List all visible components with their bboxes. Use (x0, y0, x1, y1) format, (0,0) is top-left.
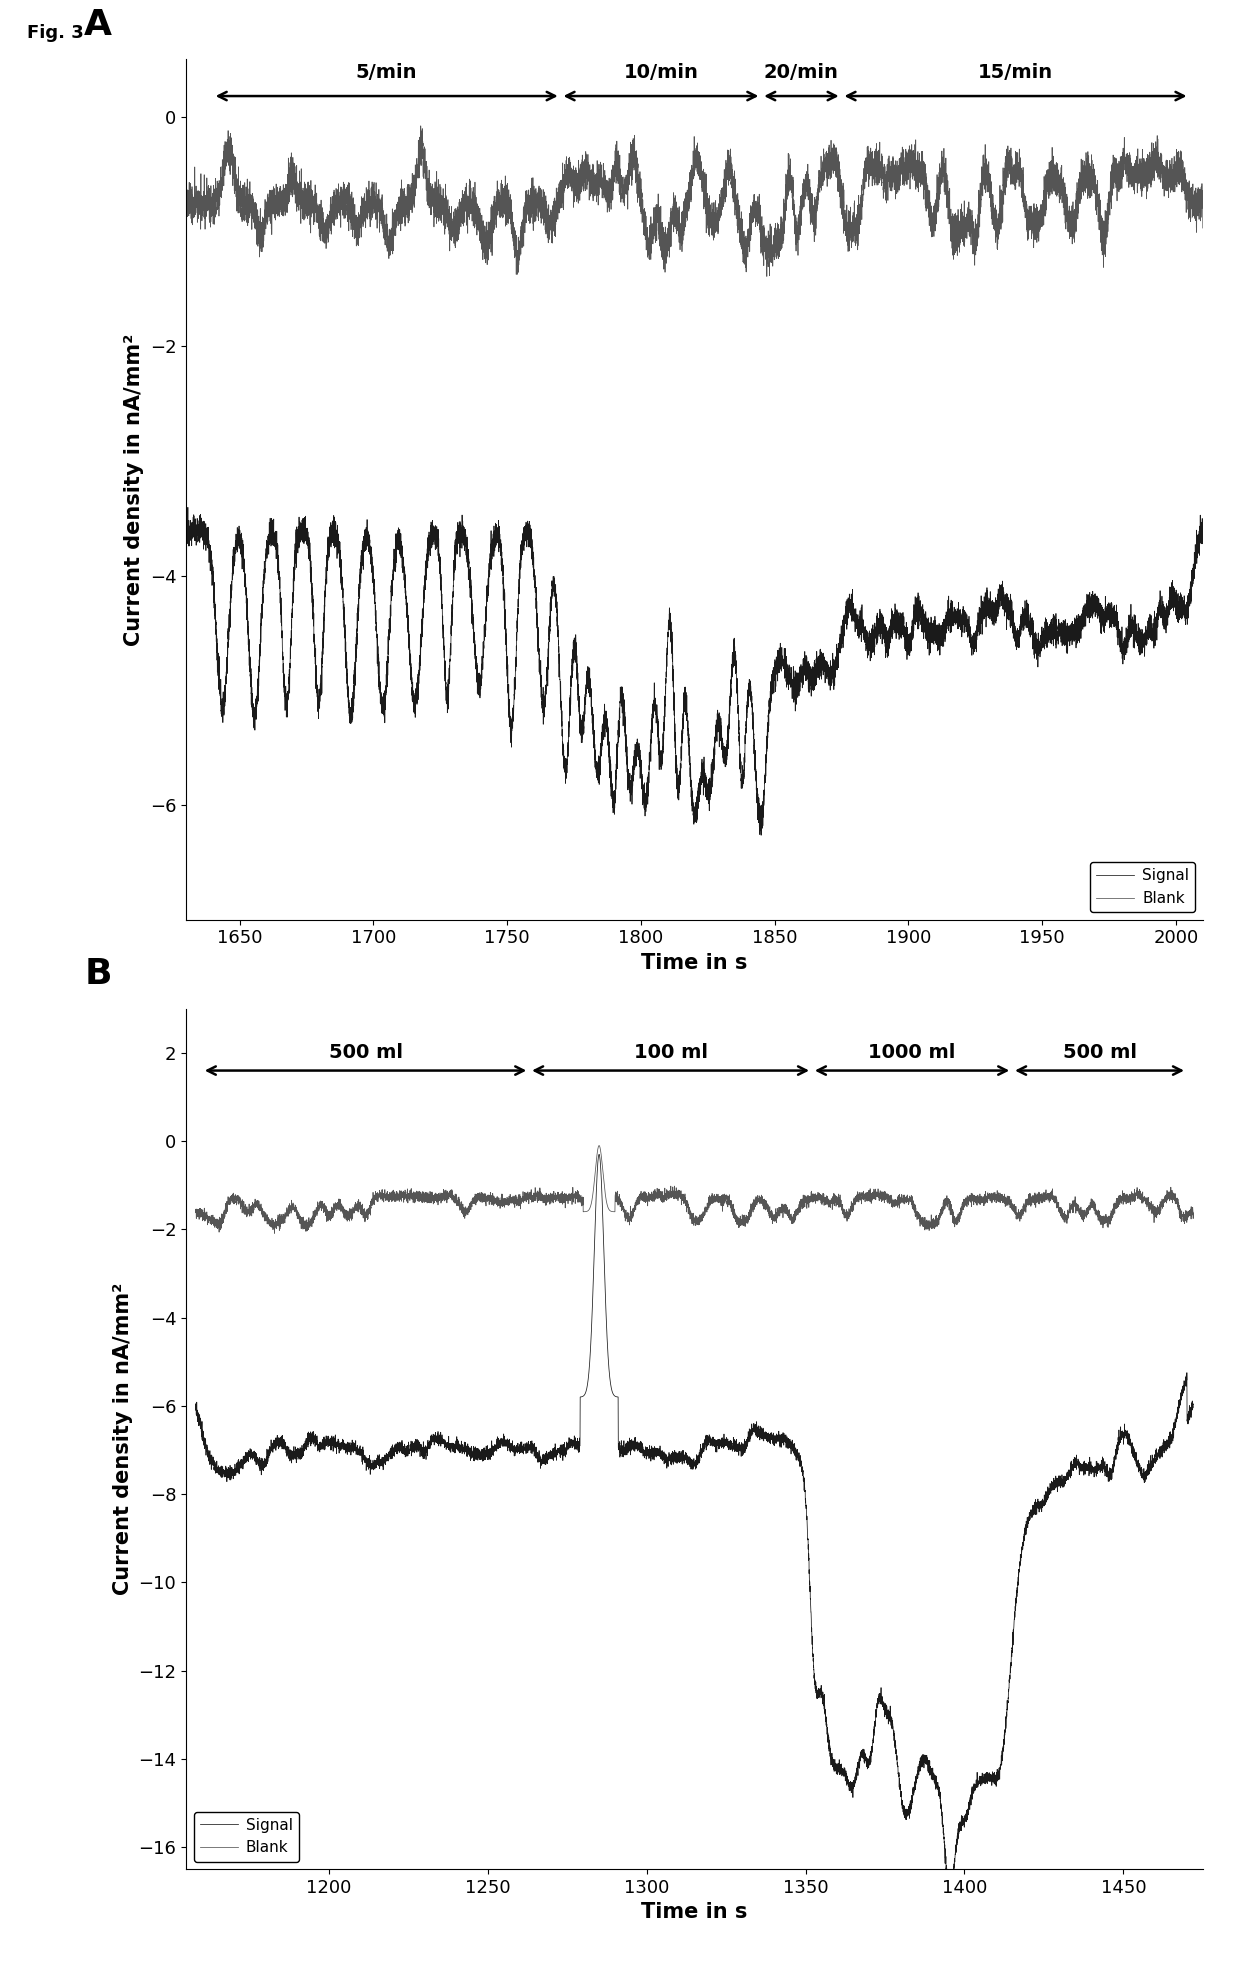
Signal (383, 1440, 398, 1464)
Legend: Signal, Blank: Signal, Blank (193, 1812, 299, 1861)
Line: Signal: Signal (186, 506, 1203, 835)
Signal (248, 1450, 263, 1474)
Line: Signal: Signal (196, 1155, 1193, 1897)
Blank (591, 1133, 606, 1157)
Line: Blank: Blank (186, 127, 1203, 277)
Signal (591, 1143, 606, 1167)
Signal (181, 494, 196, 518)
Signal (797, 659, 812, 682)
Text: 10/min: 10/min (624, 63, 698, 83)
Signal (1185, 1396, 1200, 1420)
X-axis label: Time in s: Time in s (641, 1903, 748, 1923)
Signal (714, 714, 729, 738)
Signal (676, 1446, 691, 1470)
Blank (759, 265, 774, 289)
Text: 20/min: 20/min (764, 63, 839, 83)
Blank (383, 1187, 398, 1211)
Signal (754, 823, 769, 847)
Text: Fig. 3: Fig. 3 (27, 24, 84, 42)
Blank (229, 1187, 244, 1211)
Signal (330, 534, 345, 558)
Blank (676, 1191, 691, 1214)
Signal (179, 520, 193, 544)
Blank (714, 204, 729, 227)
Blank (267, 1222, 281, 1246)
Blank (1133, 1189, 1148, 1213)
Signal (192, 1414, 207, 1438)
Legend: Signal, Blank: Signal, Blank (1090, 862, 1195, 912)
Blank (192, 1197, 207, 1220)
Blank (699, 202, 714, 225)
Blank (330, 188, 345, 212)
Blank (413, 115, 428, 138)
Signal (1195, 530, 1210, 554)
Signal (188, 1393, 203, 1416)
Signal (229, 1460, 244, 1484)
Blank (1195, 216, 1210, 239)
Text: 15/min: 15/min (978, 63, 1053, 83)
Text: 500 ml: 500 ml (329, 1042, 403, 1062)
Y-axis label: Current density in nA/mm²: Current density in nA/mm² (124, 334, 144, 645)
Blank (188, 1201, 203, 1224)
Text: 100 ml: 100 ml (634, 1042, 708, 1062)
X-axis label: Time in s: Time in s (641, 953, 748, 973)
Line: Blank: Blank (196, 1145, 1193, 1234)
Signal (942, 1885, 957, 1909)
Blank (797, 186, 812, 210)
Text: 5/min: 5/min (356, 63, 418, 83)
Signal (699, 771, 714, 795)
Blank (1185, 1201, 1200, 1224)
Blank (441, 222, 456, 245)
Text: A: A (84, 8, 113, 42)
Blank (179, 188, 193, 212)
Blank (232, 174, 247, 198)
Text: 1000 ml: 1000 ml (868, 1042, 956, 1062)
Y-axis label: Current density in nA/mm²: Current density in nA/mm² (113, 1284, 133, 1594)
Text: B: B (84, 957, 112, 991)
Blank (248, 1197, 263, 1220)
Signal (232, 528, 247, 552)
Signal (1133, 1458, 1148, 1482)
Signal (441, 657, 456, 680)
Text: 500 ml: 500 ml (1063, 1042, 1137, 1062)
